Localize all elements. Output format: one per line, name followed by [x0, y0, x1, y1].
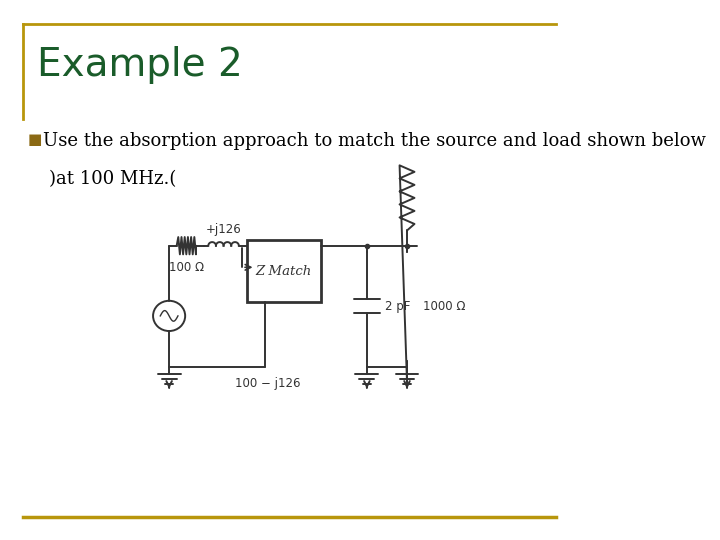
Text: )at 100 MHz.(: )at 100 MHz.(: [49, 170, 176, 188]
Text: 100 − j126: 100 − j126: [235, 377, 301, 390]
Text: Use the absorption approach to match the source and load shown below: Use the absorption approach to match the…: [43, 132, 706, 150]
Text: 1000 Ω: 1000 Ω: [423, 300, 465, 313]
Text: Z Match: Z Match: [256, 265, 312, 278]
Bar: [246, 240, 321, 302]
Text: 2 pF: 2 pF: [385, 300, 410, 313]
Text: ■: ■: [27, 132, 42, 147]
Text: Example 2: Example 2: [37, 46, 243, 84]
Text: +j126: +j126: [206, 222, 241, 235]
Text: 100 Ω: 100 Ω: [168, 261, 204, 274]
